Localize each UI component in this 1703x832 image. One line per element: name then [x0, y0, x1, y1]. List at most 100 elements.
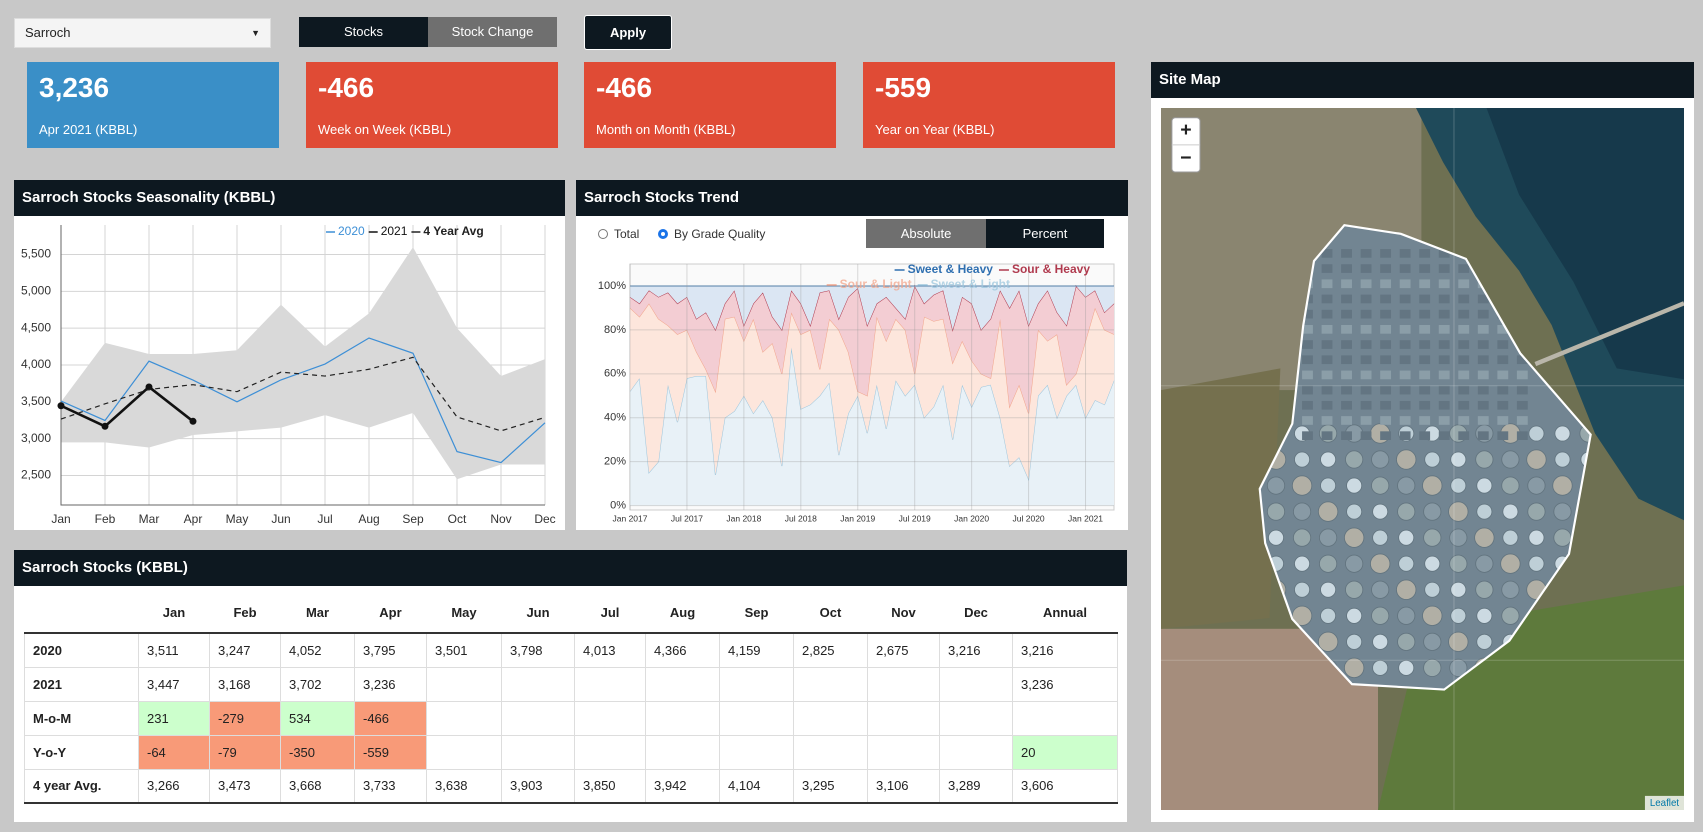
tank [1423, 502, 1442, 521]
building [1360, 340, 1372, 349]
site-dropdown[interactable]: Sarroch ▼ [14, 18, 271, 48]
radio-option[interactable]: Total [598, 226, 639, 242]
table-cell: 3,447 [138, 666, 210, 702]
building [1380, 309, 1392, 319]
building [1419, 355, 1431, 365]
table-cell: 3,795 [354, 632, 427, 668]
y-tick-label: 20% [604, 456, 626, 468]
building [1477, 309, 1489, 319]
table-cell [426, 700, 502, 736]
row-label: 2021 [24, 666, 139, 702]
building [1341, 294, 1352, 304]
attribution[interactable]: Leaflet [1650, 798, 1680, 809]
tank [1397, 632, 1416, 651]
mode-button[interactable]: Stock Change [428, 17, 557, 47]
tank [1501, 450, 1520, 469]
building [1458, 294, 1470, 304]
table-cell: -559 [354, 734, 427, 770]
header-cell: Jun [501, 586, 575, 634]
building [1360, 416, 1372, 425]
deep-sea [1486, 108, 1684, 380]
building [1302, 385, 1313, 395]
building [1360, 400, 1372, 410]
building [1438, 325, 1450, 334]
tank [1266, 502, 1286, 521]
zoom-in[interactable]: + [1180, 119, 1191, 141]
building [1302, 340, 1313, 349]
building [1360, 431, 1372, 441]
tank [1502, 503, 1519, 520]
tank [1501, 580, 1520, 599]
tank [1448, 631, 1469, 653]
x-tick-label: May [226, 512, 249, 526]
seasonality-chart: 2,500 3,000 3,500 4,000 4,500 5,000 5,500 Jan Fe… [21, 224, 556, 526]
building [1516, 370, 1528, 380]
stocks-table: Jan Feb Mar Apr May Jun Jul Aug Sep Oct Nov Dec Annu… [24, 586, 1118, 804]
tank [1528, 555, 1545, 572]
tank [1422, 605, 1443, 626]
building [1302, 325, 1313, 334]
tank [1476, 633, 1493, 650]
building [1380, 355, 1392, 365]
tank [1424, 451, 1441, 468]
panel-title: Site Map [1151, 62, 1694, 98]
unit-button[interactable]: Percent [986, 219, 1104, 248]
tank [1423, 528, 1442, 547]
kpi-value: 3,236 [39, 72, 110, 103]
tank [1527, 476, 1546, 495]
tank [1371, 450, 1390, 469]
building [1438, 355, 1450, 365]
radio-option[interactable]: By Grade Quality [658, 226, 765, 242]
table-cell: 3,798 [501, 632, 575, 668]
header-cell: Sep [719, 586, 794, 634]
apply-button[interactable]: Apply [584, 15, 672, 50]
building [1399, 279, 1411, 289]
unit-button[interactable]: Absolute [866, 219, 986, 248]
table-row: M-o-M 231 -279 534 -466 [24, 700, 1118, 736]
zoom-out[interactable]: − [1180, 147, 1191, 169]
kpi-label: Year on Year (KBBL) [875, 122, 995, 137]
mode-button[interactable]: Stocks [299, 17, 428, 47]
building [1419, 431, 1431, 441]
table-cell [867, 700, 940, 736]
building [1516, 416, 1528, 425]
table-cell: 2,825 [793, 632, 868, 668]
tank [1449, 554, 1468, 573]
building [1497, 325, 1509, 334]
x-tick-label: Dec [534, 512, 555, 526]
tank [1475, 580, 1494, 599]
building [1321, 264, 1333, 273]
building [1360, 370, 1372, 380]
tank [1292, 528, 1312, 547]
building [1516, 385, 1528, 395]
x-tick-label: Jan 2017 [613, 513, 648, 523]
building [1380, 385, 1392, 395]
tank [1372, 503, 1389, 520]
table-cell [426, 734, 502, 770]
area [630, 285, 1114, 330]
building [1497, 370, 1509, 380]
tank [1422, 475, 1443, 496]
building [1399, 416, 1411, 425]
panel-title: Sarroch Stocks (KBBL) [14, 550, 1127, 586]
tank [1423, 658, 1442, 677]
x-tick-label: Jan 2018 [726, 513, 761, 523]
row-label: 4 year Avg. [24, 768, 139, 804]
building [1458, 416, 1470, 425]
tank [1450, 607, 1467, 624]
site-boundary[interactable] [1258, 224, 1592, 691]
table-cell [719, 700, 794, 736]
building [1497, 355, 1509, 365]
building [1419, 340, 1431, 349]
range-band [61, 247, 545, 480]
header-cell: Feb [209, 586, 281, 634]
header-cell: Nov [867, 586, 940, 634]
kpi-value: -466 [596, 72, 653, 103]
table-cell [501, 734, 575, 770]
building [1341, 400, 1352, 410]
table-cell [719, 666, 794, 702]
kpi-label: Week on Week (KBBL) [318, 122, 452, 137]
site-map[interactable]: + − Leaflet [1161, 108, 1684, 810]
table-cell: 231 [138, 700, 210, 736]
table-cell: 3,850 [574, 768, 646, 804]
